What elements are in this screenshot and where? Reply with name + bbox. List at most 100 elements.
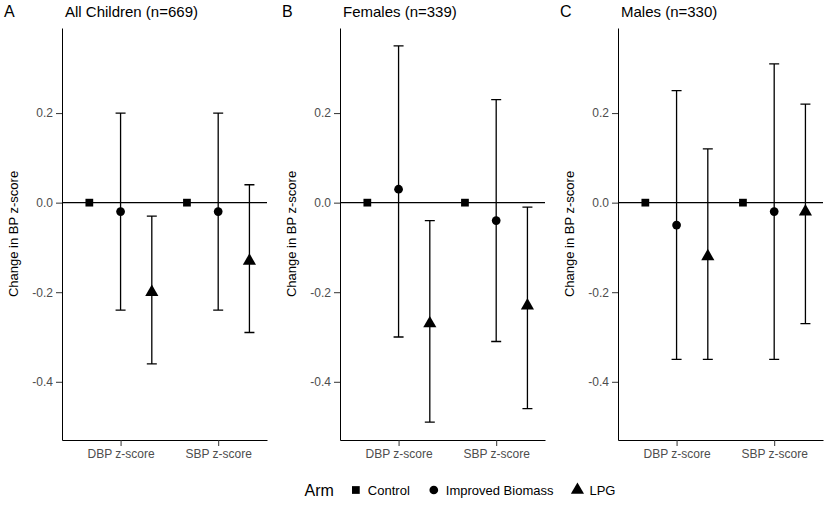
- tick-mark: [612, 113, 618, 114]
- tick-label: SBP z-score: [185, 447, 252, 461]
- y-tick: 0.2: [314, 106, 340, 120]
- error-bar: [213, 113, 223, 310]
- tick-label: 0.2: [36, 106, 53, 120]
- y-tick: -0.4: [310, 375, 340, 389]
- panel: BFemales (n=339)Change in BP z-score-0.4…: [282, 3, 546, 461]
- axis-line: [341, 440, 546, 441]
- x-tick: DBP z-score: [644, 440, 711, 461]
- y-tick: -0.2: [32, 286, 62, 300]
- tick-label: DBP z-score: [366, 447, 433, 461]
- tick-label: DBP z-score: [88, 447, 155, 461]
- tick-label: 0.2: [592, 106, 609, 120]
- y-axis: -0.4 -0.2 0.0 0.2: [32, 29, 62, 441]
- error-bar: [769, 64, 779, 360]
- legend-symbol: [571, 482, 584, 493]
- y-tick: -0.2: [310, 286, 340, 300]
- legend-item: Control: [352, 483, 410, 498]
- point: [521, 298, 534, 309]
- axis-line: [340, 29, 341, 441]
- tick-label: -0.4: [588, 375, 609, 389]
- tick-mark: [399, 440, 400, 446]
- tick-label: SBP z-score: [741, 447, 808, 461]
- plot-area: [62, 113, 267, 364]
- error-bar: [116, 113, 126, 310]
- panel-label: A: [4, 3, 15, 20]
- tick-label: -0.2: [310, 286, 331, 300]
- panel-title: All Children (n=669): [65, 3, 198, 20]
- y-axis-title: Change in BP z-score: [562, 171, 577, 297]
- x-tick: DBP z-score: [88, 440, 155, 461]
- tick-label: 0.0: [314, 196, 331, 210]
- tick-mark: [218, 440, 219, 446]
- tick-mark: [612, 292, 618, 293]
- x-tick: SBP z-score: [463, 440, 530, 461]
- point: [641, 199, 649, 207]
- panel-title: Males (n=330): [621, 3, 717, 20]
- tick-label: DBP z-score: [644, 447, 711, 461]
- legend-symbol: [352, 486, 360, 494]
- x-tick: SBP z-score: [185, 440, 252, 461]
- tick-mark: [612, 203, 618, 204]
- legend-item: LPG: [571, 482, 616, 498]
- tick-label: 0.2: [314, 106, 331, 120]
- legend-title: Arm: [305, 482, 334, 499]
- tick-label: 0.0: [592, 196, 609, 210]
- point: [243, 253, 256, 264]
- tick-mark: [56, 113, 62, 114]
- legend-symbol: [429, 486, 438, 495]
- tick-label: SBP z-score: [463, 447, 530, 461]
- point: [116, 207, 125, 216]
- y-axis-title: Change in BP z-score: [6, 171, 21, 297]
- error-bar: [491, 100, 501, 342]
- tick-label: -0.4: [32, 375, 53, 389]
- point: [739, 199, 747, 207]
- tick-label: -0.2: [588, 286, 609, 300]
- tick-mark: [334, 113, 340, 114]
- point: [672, 221, 681, 230]
- y-tick: 0.0: [36, 196, 62, 210]
- tick-mark: [496, 440, 497, 446]
- y-tick: -0.4: [32, 375, 62, 389]
- tick-mark: [677, 440, 678, 446]
- figure: A All Children (n=669) Change in BP z-scor…: [0, 0, 840, 508]
- y-tick: 0.0: [314, 196, 340, 210]
- y-tick: -0.2: [588, 286, 618, 300]
- panel: A All Children (n=669) Change in BP z-scor…: [4, 3, 268, 461]
- x-axis: DBP z-score SBP z-score: [341, 440, 546, 461]
- x-axis: DBP z-score SBP z-score: [619, 440, 824, 461]
- panel-label: C: [560, 3, 572, 20]
- error-bar: [672, 91, 682, 360]
- tick-mark: [56, 382, 62, 383]
- point: [799, 204, 812, 215]
- axis-line: [62, 29, 63, 441]
- tick-mark: [774, 440, 775, 446]
- legend-item: Improved Biomass: [429, 483, 554, 498]
- tick-mark: [334, 382, 340, 383]
- legend-label: Improved Biomass: [446, 483, 554, 498]
- point: [85, 199, 93, 207]
- tick-mark: [56, 203, 62, 204]
- point: [183, 199, 191, 207]
- axis-line: [63, 440, 268, 441]
- y-tick: 0.0: [592, 196, 618, 210]
- point: [363, 199, 371, 207]
- plot-area: [618, 64, 823, 360]
- point: [701, 249, 714, 260]
- panel-title: Females (n=339): [343, 3, 457, 20]
- y-axis: -0.4 -0.2 0.0 0.2: [588, 29, 618, 441]
- point: [394, 185, 403, 194]
- y-tick: 0.2: [592, 106, 618, 120]
- x-tick: DBP z-score: [366, 440, 433, 461]
- panel: CMales (n=330)Change in BP z-score-0.4-0…: [560, 3, 824, 461]
- tick-label: 0.0: [36, 196, 53, 210]
- point: [461, 199, 469, 207]
- x-axis: DBP z-score SBP z-score: [63, 440, 268, 461]
- axis-line: [619, 440, 824, 441]
- tick-mark: [334, 292, 340, 293]
- axis-line: [618, 29, 619, 441]
- point: [492, 216, 501, 225]
- x-tick: SBP z-score: [741, 440, 808, 461]
- y-tick: -0.4: [588, 375, 618, 389]
- point: [145, 285, 158, 296]
- point: [423, 316, 436, 327]
